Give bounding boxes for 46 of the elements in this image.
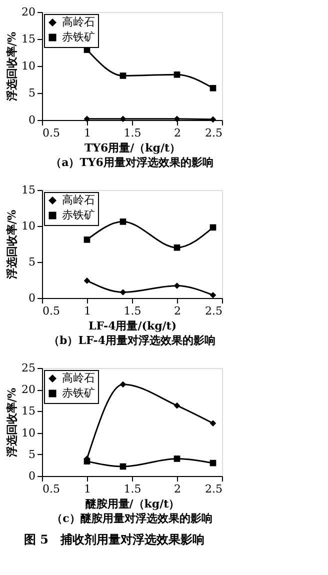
- y-tick-label: 10: [22, 426, 36, 440]
- x-axis-title: LF-4用量/(kg/t): [88, 320, 177, 332]
- text: （a）TY6用量对浮选效果的影响: [50, 156, 214, 169]
- y-tick-label: 5: [28, 448, 36, 461]
- y-tick-label: 15: [22, 32, 36, 46]
- y-axis-title: 浮选回收率/%: [6, 209, 19, 280]
- y-tick-label: 10: [22, 220, 36, 232]
- x-tick-label: 1.5: [124, 482, 142, 496]
- x-tick-label: 2.5: [205, 126, 222, 140]
- y-tick-label: 0: [28, 114, 36, 126]
- y-tick-label: 10: [22, 60, 36, 72]
- legend-label: 赤铁矿: [62, 208, 95, 222]
- x-tick-label: 2: [174, 126, 181, 140]
- y-tick-label: 5: [28, 86, 36, 100]
- y-tick-label: 15: [22, 404, 36, 418]
- x-tick-label: 1.5: [124, 126, 142, 140]
- x-tick-label: 0.5: [42, 482, 60, 496]
- x-tick-label: 1: [84, 304, 91, 318]
- y-tick-label: 25: [22, 362, 36, 374]
- legend-label: 赤铁矿: [62, 30, 95, 44]
- legend-label: 赤铁矿: [62, 386, 95, 400]
- x-axis-title: TY6用量/（kg/t）: [84, 142, 181, 154]
- x-tick-label: 0.5: [42, 126, 60, 140]
- x-tick-label: 1: [84, 482, 91, 496]
- legend-label: 高岭石: [62, 16, 95, 28]
- y-axis-title: 浮选回收率/%: [6, 31, 19, 102]
- caption: 图 5 捕收剂用量对浮选效果影响: [24, 532, 205, 546]
- x-tick-label: 0.5: [42, 304, 60, 318]
- y-tick-label: 0: [28, 292, 36, 304]
- y-tick-label: 20: [22, 383, 36, 396]
- y-axis-title: 浮选回收率/%: [6, 387, 19, 458]
- y-tick-label: 15: [22, 184, 36, 196]
- x-tick-label: 2: [174, 304, 181, 318]
- y-tick-label: 5: [28, 256, 36, 268]
- x-tick-label: 1: [84, 126, 91, 140]
- text: （c）醚胺用量对浮选效果的影响: [52, 512, 212, 525]
- x-tick-label: 1.5: [124, 304, 142, 318]
- legend-label: 高岭石: [62, 372, 95, 384]
- x-axis-title: 醚胺用量/（kg/t）: [85, 498, 180, 510]
- text: （b）LF-4用量对浮选效果的影响: [48, 334, 216, 347]
- y-tick-label: 0: [28, 470, 36, 482]
- x-tick-label: 2: [174, 482, 181, 496]
- y-tick-label: 20: [22, 6, 36, 18]
- x-tick-label: 2.5: [205, 482, 222, 496]
- x-tick-label: 2.5: [205, 304, 222, 318]
- legend-label: 高岭石: [62, 194, 95, 206]
